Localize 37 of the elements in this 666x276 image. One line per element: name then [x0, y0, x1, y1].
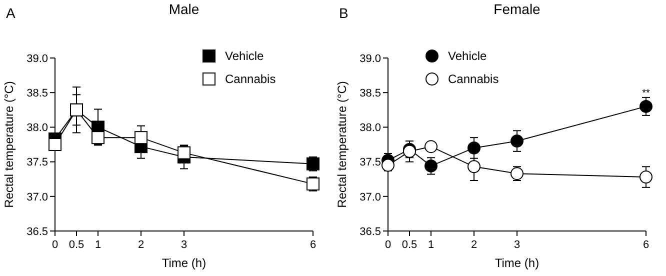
y-tick-label: 36.5 [26, 226, 48, 238]
x-tick-label: 0 [384, 239, 392, 251]
legend-label: Vehicle [448, 49, 488, 64]
annotation: ** [642, 88, 650, 100]
x-tick-label: 6 [310, 239, 316, 251]
x-tick-label: 3 [514, 239, 520, 251]
y-tick-label: 36.5 [360, 226, 381, 238]
y-tick-label: 38.5 [360, 87, 381, 100]
legend-label: Cannabis [225, 72, 276, 86]
x-tick-label: 6 [642, 239, 650, 251]
text: A [6, 5, 16, 21]
y-tick-label: 39.0 [26, 52, 48, 65]
legend-label: Cannabis [448, 72, 499, 86]
x-tick-label: 0 [52, 239, 58, 251]
x-tick-label: 2 [470, 239, 478, 251]
text: B [339, 5, 348, 21]
y-tick-label: 37.0 [360, 191, 381, 204]
x-tick-label: 1 [428, 239, 434, 251]
y-tick-label: 38.0 [26, 122, 48, 134]
x-tick-label: 0.5 [402, 239, 418, 251]
x-tick-label: 1 [94, 239, 102, 251]
x-axis-title: Time (h) [494, 256, 540, 270]
y-axis-title: Rectal temperature (°C) [335, 81, 349, 208]
y-tick-label: 37.0 [26, 191, 48, 204]
y-tick-label: 39.0 [360, 52, 381, 65]
y-tick-label: 37.5 [26, 156, 48, 169]
y-axis-title: Rectal temperature (°C) [2, 81, 16, 208]
y-tick-label: 37.5 [360, 156, 381, 169]
y-tick-label: 38.0 [360, 122, 381, 134]
chart-title: Male [168, 1, 200, 17]
x-tick-label: 0.5 [68, 239, 84, 251]
x-tick-label: 3 [180, 239, 188, 251]
legend-label: Vehicle [225, 49, 264, 64]
x-tick-label: 2 [138, 239, 144, 251]
chart-title: Female [494, 1, 541, 17]
x-axis-title: Time (h) [162, 256, 206, 270]
y-tick-label: 38.5 [26, 87, 48, 100]
